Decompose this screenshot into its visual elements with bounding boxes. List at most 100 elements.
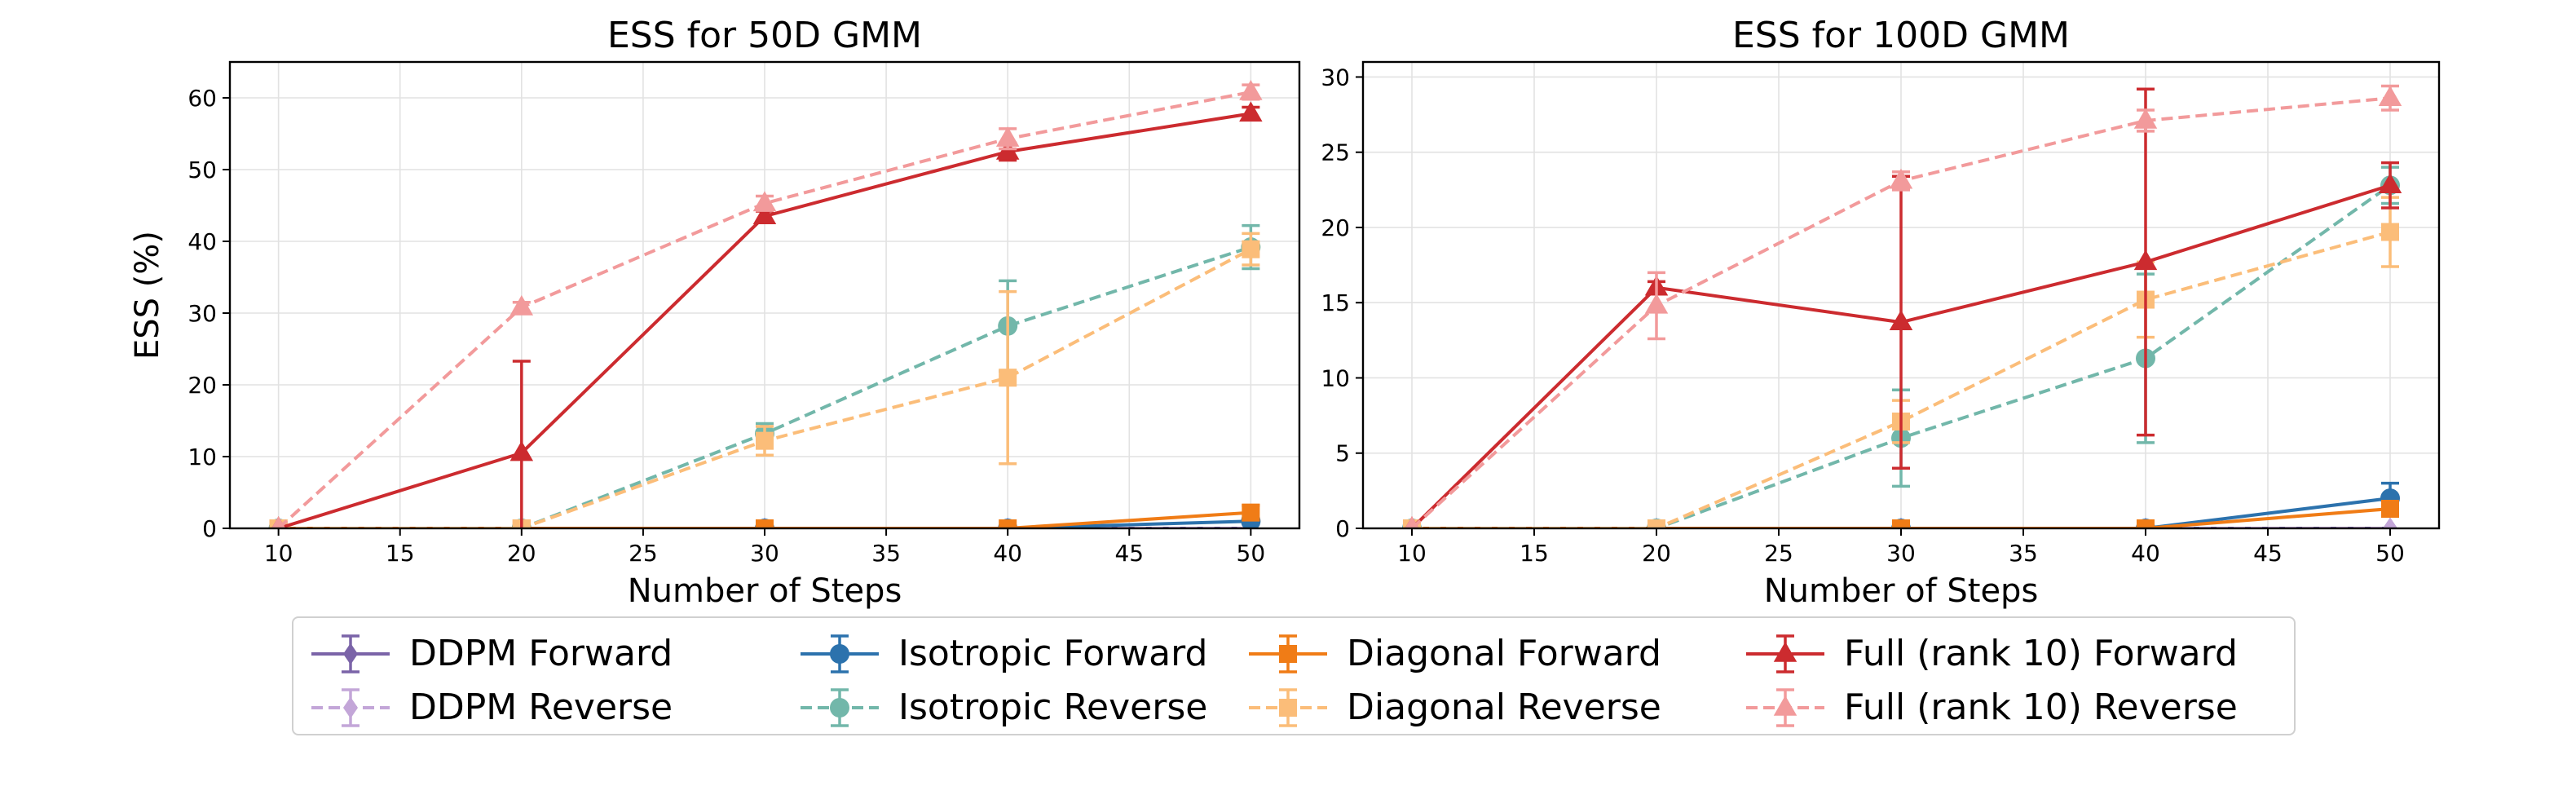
chart-1: 10 15 20 25 30 35 40 45 50 0 10 20 30 40 50 60 ESS for 5… [129,15,1301,610]
data-point [1889,168,1913,189]
legend-swatch [1249,688,1327,727]
legend-label: Diagonal Forward [1347,633,1661,674]
data-point [995,126,1020,147]
data-point [756,519,774,528]
data-point [2137,519,2155,528]
legend-label: Diagonal Reverse [1347,687,1661,728]
legend-marker [830,644,849,664]
series-full-rank-10-forward [1405,87,2402,528]
data-point [2133,249,2158,271]
plot-area [1402,84,2402,528]
y-tick-label: 25 [1321,139,1350,166]
x-tick-label: 35 [871,540,901,567]
legend-marker [343,696,358,719]
x-tick-label: 20 [507,540,536,567]
legend-swatch [1746,688,1824,727]
data-point [271,516,286,528]
y-tick-label: 20 [1321,214,1350,241]
legend-swatch [311,688,390,727]
series-line [278,510,1251,528]
legend-marker [1773,695,1797,716]
x-tick-label: 35 [2009,540,2038,567]
data-point [1405,516,1419,528]
y-tick-label: 40 [187,228,217,255]
data-point [999,369,1017,387]
legend-label: Isotropic Forward [898,633,1208,674]
legend-label: Isotropic Reverse [898,687,1208,728]
legend-marker [1279,645,1297,663]
legend-swatch [311,634,390,673]
y-tick-label: 0 [1335,515,1350,542]
y-tick-label: 60 [187,85,217,112]
x-tick-label: 10 [264,540,293,567]
legend-marker [1773,642,1797,662]
x-tick-label: 50 [2375,540,2405,567]
legend-label: Full (rank 10) Forward [1844,633,2238,674]
x-tick-label: 25 [629,540,658,567]
x-tick-label: 40 [993,540,1022,567]
data-point [752,191,777,212]
y-tick-label: 5 [1335,440,1350,467]
data-point [2381,500,2399,519]
legend: DDPM Forward Isotropic Forward Diagonal Fo… [292,616,2296,735]
x-axis-label: Number of Steps [1764,572,2039,610]
legend-swatch [1746,634,1824,673]
y-tick-label: 10 [187,444,217,470]
x-tick-label: 15 [386,540,415,567]
x-tick-label: 45 [1114,540,1144,567]
data-point [1889,310,1913,330]
x-axis-label: Number of Steps [628,572,902,610]
data-point [752,204,777,224]
chart-title: ESS for 50D GMM [607,15,922,56]
x-tick-label: 40 [2131,540,2160,567]
plot-area [268,79,1263,528]
series-line [1412,507,2391,528]
series-line [278,519,1251,528]
y-tick-label: 0 [202,515,217,542]
legend-swatch [801,688,879,727]
y-tick-label: 50 [187,157,217,183]
legend-label: DDPM Forward [409,633,673,674]
data-point [2381,223,2399,241]
y-tick-label: 20 [187,372,217,399]
legend-label: Full (rank 10) Reverse [1844,687,2238,728]
legend-marker [830,698,849,718]
x-tick-label: 50 [1237,540,1266,567]
y-tick-label: 30 [1321,64,1350,91]
x-tick-label: 10 [1397,540,1427,567]
data-point [2383,517,2397,528]
series-full-rank-10-reverse [1405,84,2402,528]
legend-swatch [801,634,879,673]
legend-marker [1279,699,1297,717]
x-tick-label: 15 [1520,540,1549,567]
data-point [1644,293,1669,314]
y-tick-label: 15 [1321,289,1350,316]
x-tick-label: 30 [1886,540,1916,567]
x-tick-label: 45 [2253,540,2283,567]
data-point [509,440,534,461]
data-point [2378,173,2402,194]
series-full-rank-10-reverse [271,79,1263,528]
data-point [2133,108,2158,129]
data-point [1242,240,1260,258]
x-tick-label: 25 [1764,540,1793,567]
data-point [756,431,774,450]
data-point [1242,503,1260,522]
y-axis-label: ESS (%) [129,231,166,360]
legend-marker [343,642,358,665]
x-tick-label: 30 [750,540,779,567]
y-tick-label: 10 [1321,364,1350,391]
data-point [2378,86,2402,107]
data-point [1239,101,1263,122]
chart-2: 10 15 20 25 30 35 40 45 50 0 5 10 15 20 25 30 ESS for 10… [1321,15,2441,610]
data-point [1239,79,1263,100]
data-point [509,294,534,316]
legend-swatch [1249,634,1327,673]
y-tick-label: 30 [187,300,217,327]
data-point [999,519,1017,528]
legend-label: DDPM Reverse [409,687,673,728]
data-point [1647,519,1665,528]
data-point [1892,519,1910,528]
x-tick-label: 20 [1642,540,1671,567]
chart-title: ESS for 100D GMM [1732,15,2070,56]
